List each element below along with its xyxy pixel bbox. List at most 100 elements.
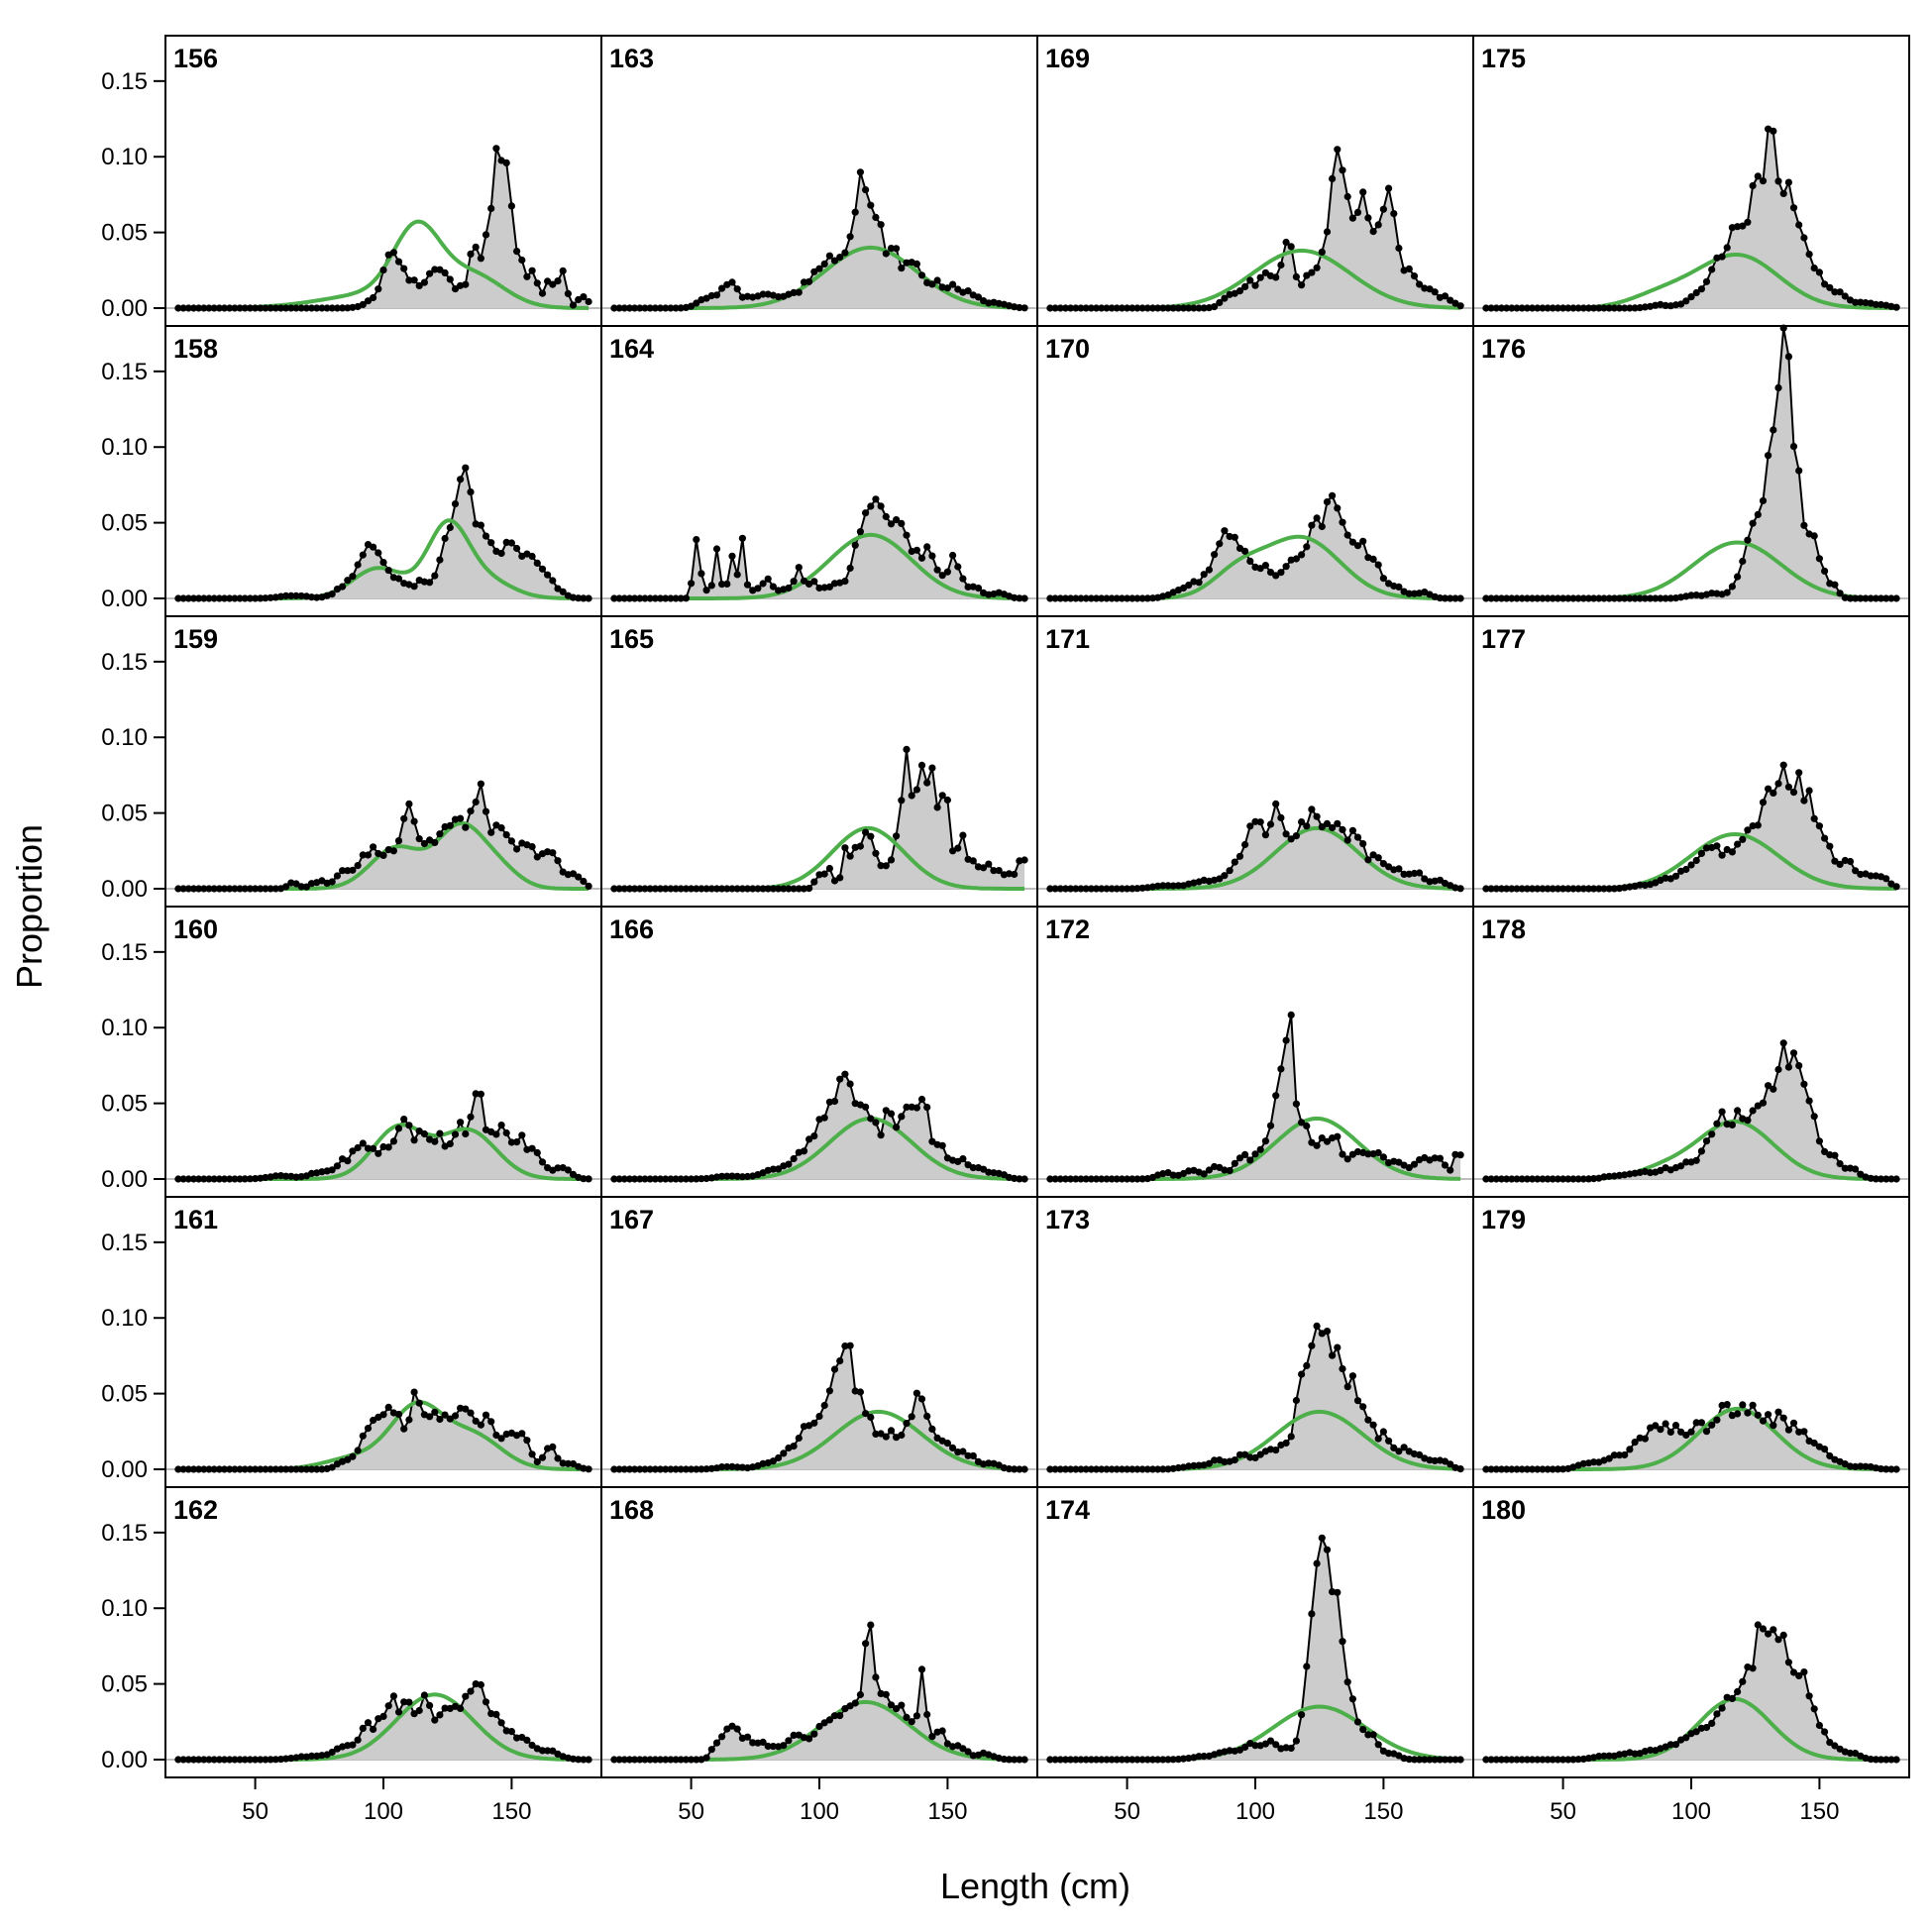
observed-point: [580, 293, 588, 301]
observed-point: [210, 304, 218, 312]
observed-point: [1334, 146, 1342, 154]
observed-point: [1487, 1175, 1495, 1183]
observed-point: [1539, 1756, 1547, 1764]
observed-point: [226, 1175, 234, 1183]
observed-point: [815, 1722, 823, 1731]
observed-point: [1554, 1465, 1561, 1473]
observed-point: [949, 551, 957, 560]
observed-point: [1416, 1450, 1424, 1458]
observed-point: [1734, 1687, 1742, 1696]
observed-point: [810, 578, 818, 586]
x-tick-label: 150: [1799, 1798, 1839, 1825]
observed-point: [1313, 514, 1321, 522]
observed-point: [1523, 1756, 1531, 1764]
y-tick-label: 0.10: [101, 1015, 148, 1041]
observed-point: [667, 1175, 675, 1183]
observed-point: [200, 594, 208, 602]
panel-label: 165: [609, 624, 654, 654]
observed-point: [1671, 1422, 1680, 1430]
observed-point: [457, 814, 465, 822]
observed-point: [507, 1138, 516, 1146]
observed-point: [1379, 860, 1387, 868]
observed-point: [1708, 1421, 1716, 1429]
observed-point: [1600, 1752, 1608, 1760]
observed-point: [893, 245, 901, 253]
observed-point: [1087, 1175, 1095, 1183]
observed-point: [1456, 302, 1464, 310]
observed-point: [667, 304, 675, 312]
observed-point: [575, 594, 583, 602]
observed-point: [236, 1756, 244, 1764]
observed-point: [1795, 221, 1803, 229]
observed-point: [580, 1756, 588, 1764]
observed-point: [1615, 304, 1624, 312]
panel-label: 169: [1045, 44, 1090, 73]
observed-point: [282, 1755, 290, 1763]
x-tick-label: 100: [1671, 1798, 1711, 1825]
observed-point: [1164, 304, 1172, 312]
observed-point: [893, 1705, 901, 1713]
observed-point: [1831, 1742, 1839, 1750]
observed-point: [830, 257, 839, 265]
observed-point: [1303, 1122, 1311, 1130]
observed-point: [620, 1175, 628, 1183]
observed-point: [743, 1172, 752, 1181]
observed-point: [830, 580, 839, 588]
observed-point: [1539, 885, 1547, 893]
observed-point: [1770, 426, 1777, 434]
observed-point: [1569, 1175, 1577, 1183]
observed-point: [1605, 885, 1613, 893]
observed-point: [969, 1752, 977, 1760]
observed-point: [1610, 304, 1618, 312]
observed-point: [533, 279, 541, 287]
observed-point: [1677, 1428, 1685, 1436]
observed-point: [1671, 872, 1680, 880]
observed-point: [1016, 1175, 1023, 1183]
observed-point: [189, 885, 198, 893]
observed-point: [518, 1131, 526, 1139]
observed-point: [431, 1408, 439, 1416]
observed-point: [775, 293, 783, 301]
observed-point: [257, 304, 265, 312]
observed-point: [1765, 1411, 1772, 1419]
observed-point: [533, 1457, 541, 1466]
observed-point: [928, 280, 936, 288]
observed-point: [877, 1430, 885, 1438]
observed-point: [1687, 293, 1695, 301]
observed-fill: [1485, 765, 1897, 889]
observed-point: [1323, 228, 1332, 236]
observed-point: [1128, 1756, 1136, 1764]
observed-point: [1723, 1401, 1731, 1409]
observed-point: [226, 885, 234, 893]
observed-point: [1595, 1753, 1603, 1761]
observed-point: [1728, 848, 1736, 856]
observed-point: [1374, 561, 1382, 569]
observed-point: [1061, 885, 1070, 893]
observed-point: [313, 1465, 321, 1473]
observed-point: [1011, 1174, 1019, 1182]
observed-point: [1887, 1175, 1895, 1183]
observed-point: [780, 1449, 788, 1457]
observed-point: [1595, 885, 1603, 893]
observed-point: [1626, 304, 1634, 312]
observed-point: [1046, 1175, 1054, 1183]
observed-point: [1374, 854, 1382, 862]
observed-point: [394, 1410, 403, 1419]
observed-point: [1482, 594, 1490, 602]
observed-point: [1016, 594, 1023, 602]
observed-point: [554, 857, 562, 865]
observed-point: [810, 268, 818, 275]
observed-point: [487, 828, 495, 836]
observed-point: [1492, 304, 1500, 312]
observed-point: [728, 552, 736, 560]
observed-point: [354, 862, 362, 870]
observed-point: [1385, 184, 1393, 192]
observed-point: [1277, 569, 1285, 577]
observed-point: [1523, 1175, 1531, 1183]
observed-point: [482, 231, 490, 239]
observed-point: [631, 885, 639, 893]
observed-point: [610, 304, 618, 312]
observed-point: [820, 260, 828, 268]
observed-point: [1303, 1663, 1311, 1670]
observed-point: [790, 578, 798, 586]
